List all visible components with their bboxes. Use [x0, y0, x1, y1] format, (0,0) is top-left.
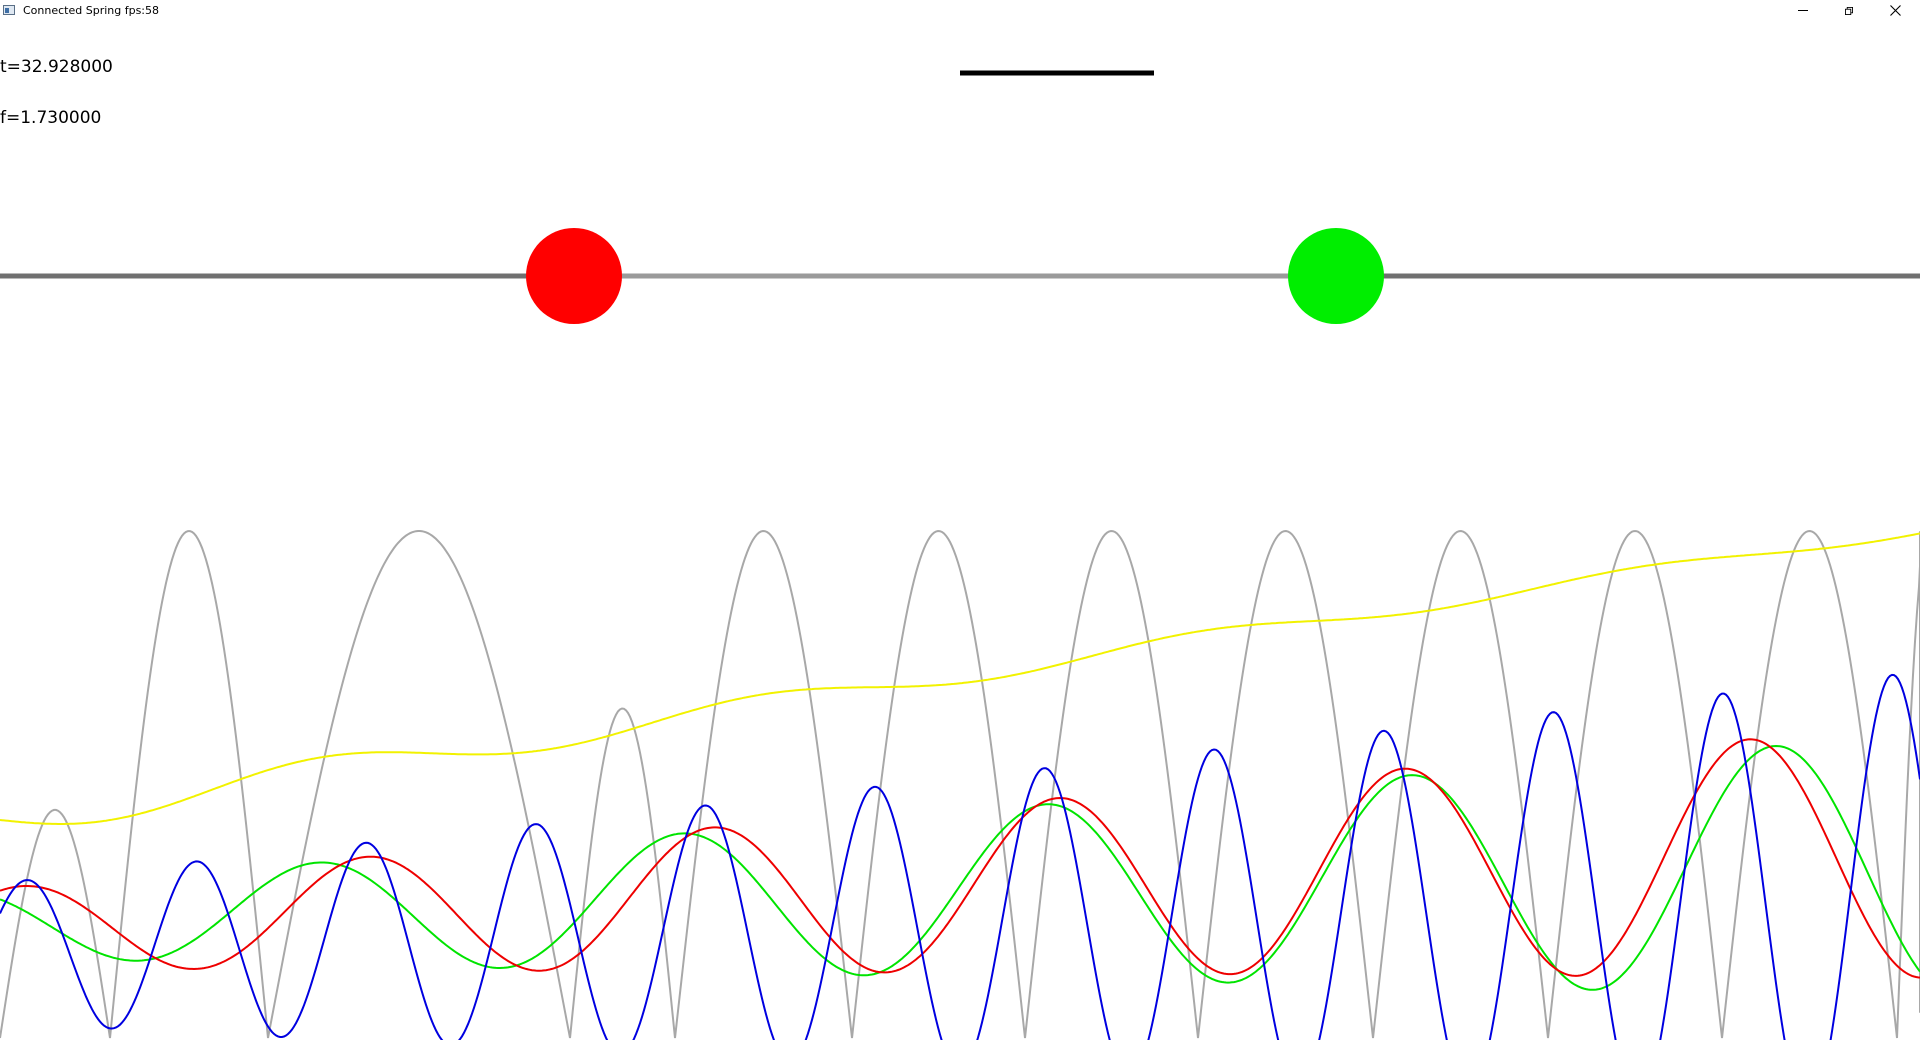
- restore-button[interactable]: [1826, 0, 1872, 22]
- trace-blue: [0, 673, 1920, 1040]
- trace-green: [0, 744, 1920, 991]
- minimize-icon: [1798, 10, 1808, 11]
- scene-svg: [0, 70, 1920, 1040]
- trace-gray: [0, 529, 1920, 1039]
- left-mass[interactable]: [526, 228, 622, 324]
- app-icon[interactable]: [3, 5, 15, 15]
- restore-icon: [1845, 7, 1853, 15]
- close-button[interactable]: [1872, 0, 1918, 22]
- window-title: Connected Spring fps:58: [23, 4, 160, 17]
- right-mass[interactable]: [1288, 228, 1384, 324]
- title-bar[interactable]: Connected Spring fps:58: [0, 0, 1920, 23]
- time-readout: t=32.928000: [0, 57, 113, 77]
- minimize-button[interactable]: [1780, 0, 1826, 22]
- trace-yellow: [0, 532, 1920, 825]
- force-readout: f=1.730000: [0, 108, 102, 128]
- simulation-canvas[interactable]: t=32.928000 f=1.730000: [0, 23, 1920, 1040]
- trace-red: [0, 738, 1920, 979]
- close-icon: [1890, 5, 1901, 16]
